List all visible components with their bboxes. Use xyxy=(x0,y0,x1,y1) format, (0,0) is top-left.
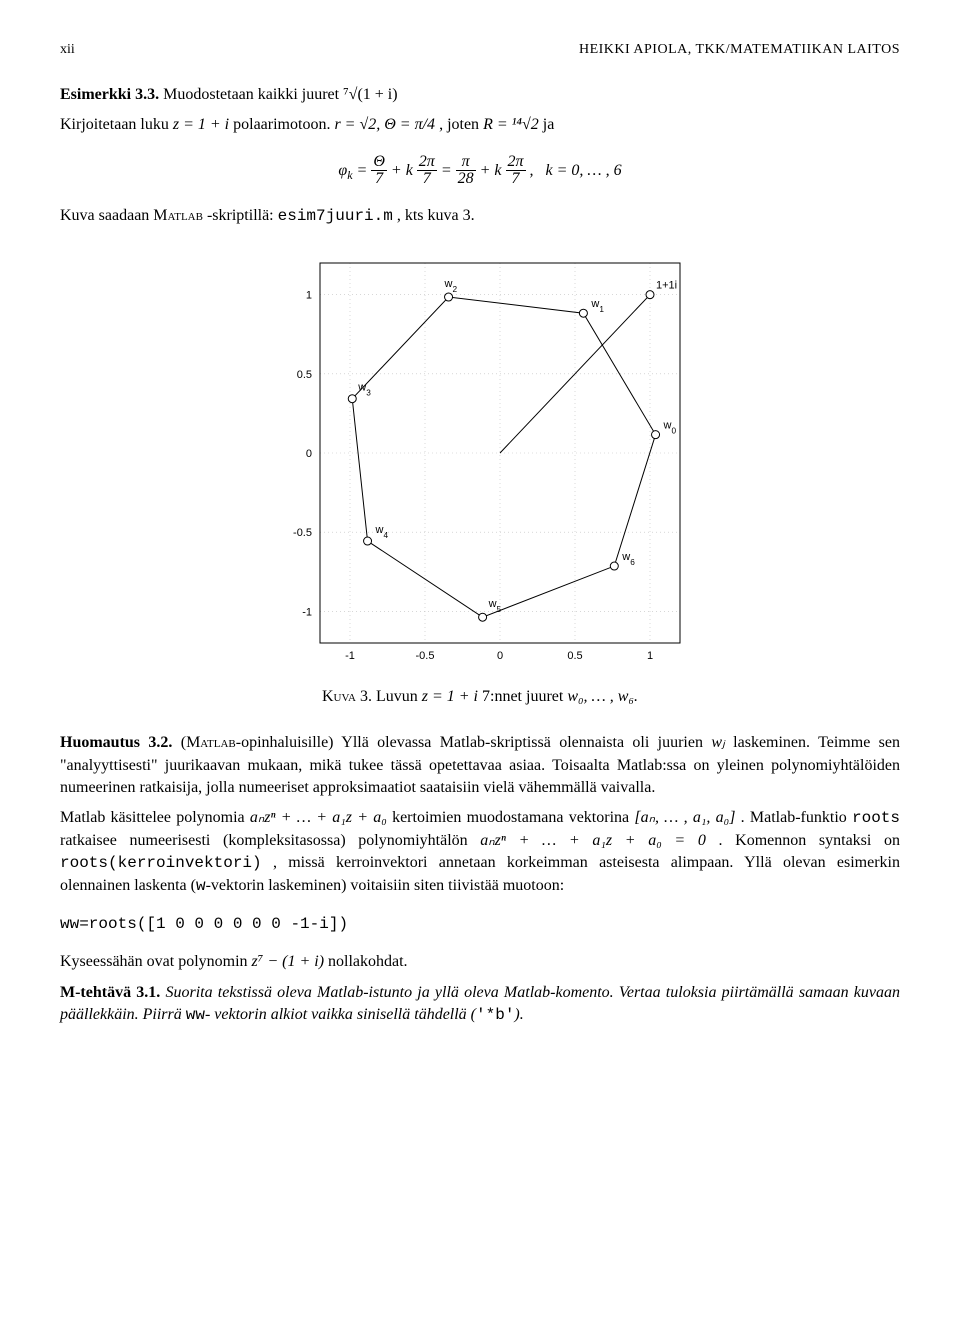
p2g: ratkaisee numeerisesti (kompleksitasossa… xyxy=(60,832,480,849)
page-number: xii xyxy=(60,40,75,60)
svg-text:-0.5: -0.5 xyxy=(416,650,435,662)
remark-para: Huomautus 3.2. (Matlab-opinhaluisille) Y… xyxy=(60,732,900,799)
polar-R: R = ¹⁴√2 xyxy=(483,116,539,133)
kuva-a: Kuva saadaan xyxy=(60,207,153,224)
p2j: roots(kerroinvektori) xyxy=(60,854,262,872)
task-label: M-tehtävä 3.1. xyxy=(60,984,160,1001)
polar-r: r = √2, Θ = π/4 xyxy=(334,116,435,133)
para2: Matlab käsittelee polynomia aₙzⁿ + … + a… xyxy=(60,807,900,897)
p2h: aₙzⁿ + … + a₁z + a₀ = 0 xyxy=(480,832,706,849)
page-header: xii HEIKKI APIOLA, TKK/MATEMATIIKAN LAIT… xyxy=(60,40,900,60)
remark-b: Matlab xyxy=(186,734,236,751)
cap-d: 7:nnet juuret xyxy=(482,688,567,705)
p2b: aₙzⁿ + … + a₁z + a₀ xyxy=(250,809,387,826)
p2f: roots xyxy=(852,809,900,827)
polar-c: , joten xyxy=(439,116,483,133)
svg-text:0: 0 xyxy=(497,650,503,662)
polar-b: polaarimotoon. xyxy=(233,116,334,133)
example-text: Muodostetaan kaikki juuret ⁷√(1 + i) xyxy=(163,86,397,103)
display-equation: φk = Θ7 + k 2π7 = π28 + k 2π7 , k = 0, …… xyxy=(60,154,900,187)
p2a: Matlab käsittelee polynomia xyxy=(60,809,250,826)
task-para: M-tehtävä 3.1. Suorita tekstissä oleva M… xyxy=(60,982,900,1027)
roots-chart: -1-0.500.51-1-0.500.51w0w1w2w3w4w5w61+1i xyxy=(60,248,900,678)
kuva-b: Matlab xyxy=(153,207,203,224)
remark-d: wⱼ xyxy=(711,734,724,751)
p3a: Kyseessähän ovat polynomin xyxy=(60,953,252,970)
svg-text:-1: -1 xyxy=(345,650,355,662)
p2e: . Matlab-funktio xyxy=(741,809,852,826)
roots-svg: -1-0.500.51-1-0.500.51w0w1w2w3w4w5w61+1i xyxy=(265,248,695,678)
cap-e: w₀, … , w₆. xyxy=(567,688,638,705)
p2d: [aₙ, … , a₁, a₀] xyxy=(634,809,735,826)
code-line: ww=roots([1 0 0 0 0 0 0 -1-i]) xyxy=(60,913,900,935)
task-b: ww xyxy=(186,1006,205,1024)
kuva-line: Kuva saadaan Matlab -skriptillä: esim7ju… xyxy=(60,205,900,227)
cap-a: Kuva xyxy=(322,688,356,705)
p2i: . Komennon syntaksi on xyxy=(719,832,901,849)
polar-a: Kirjoitetaan luku xyxy=(60,116,173,133)
svg-text:1: 1 xyxy=(306,289,312,301)
phi-lhs: φ xyxy=(338,162,347,179)
svg-text:0.5: 0.5 xyxy=(567,650,582,662)
p2m: -vektorin laskeminen) voitaisiin siten t… xyxy=(206,877,565,894)
task-c: - vektorin alkiot vaikka sinisellä tähde… xyxy=(205,1006,476,1023)
kuva-d: esim7juuri.m xyxy=(278,207,393,225)
p2c: kertoimien muodostamana vektorina xyxy=(392,809,634,826)
polar-d: ja xyxy=(543,116,555,133)
svg-text:0: 0 xyxy=(306,448,312,460)
remark-label: Huomautus 3.2. xyxy=(60,734,172,751)
example-label: Esimerkki 3.3. xyxy=(60,86,159,103)
figure-caption: Kuva 3. Luvun z = 1 + i 7:nnet juuret w₀… xyxy=(60,686,900,708)
svg-text:-1: -1 xyxy=(302,606,312,618)
task-d: '*b' xyxy=(476,1006,514,1024)
p3b: z⁷ − (1 + i) xyxy=(252,953,324,970)
task-e: ). xyxy=(514,1006,523,1023)
kuva-e: , kts kuva 3. xyxy=(397,207,475,224)
kuva-c: -skriptillä: xyxy=(207,207,278,224)
phi-sub: k xyxy=(347,168,352,182)
example-line: Esimerkki 3.3. Muodostetaan kaikki juure… xyxy=(60,84,900,106)
header-title: HEIKKI APIOLA, TKK/MATEMATIIKAN LAITOS xyxy=(579,40,900,60)
polar-z: z = 1 + i xyxy=(173,116,229,133)
p2l: w xyxy=(196,877,206,895)
polar-line: Kirjoitetaan luku z = 1 + i polaarimotoo… xyxy=(60,114,900,136)
para3: Kyseessähän ovat polynomin z⁷ − (1 + i) … xyxy=(60,951,900,973)
svg-text:1+1i: 1+1i xyxy=(656,279,677,291)
remark-c: -opinhaluisille) Yllä olevassa Matlab-sk… xyxy=(236,734,712,751)
svg-text:1: 1 xyxy=(647,650,653,662)
svg-text:-0.5: -0.5 xyxy=(293,527,312,539)
cap-c: z = 1 + i xyxy=(422,688,478,705)
cap-b: 3. Luvun xyxy=(360,688,422,705)
p3c: nollakohdat. xyxy=(328,953,408,970)
svg-text:0.5: 0.5 xyxy=(297,369,312,381)
